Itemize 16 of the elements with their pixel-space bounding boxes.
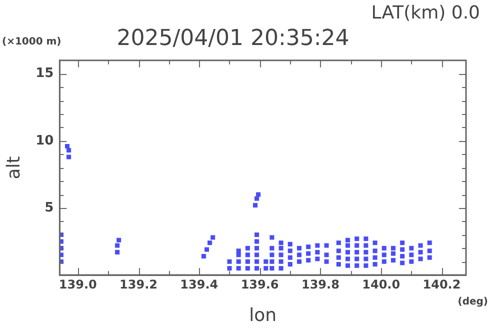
y-tick-label: 15 [36,66,54,82]
x-tick-label: 139.8 [301,277,340,292]
text: (×1000 m) [2,36,62,48]
y-axis-title: alt [3,156,24,180]
x-tick-label: 139.4 [180,277,218,292]
x-axis-title: lon [249,304,277,326]
x-tick-label: 140.0 [362,277,400,292]
chart-title: 2025/04/01 20:35:24 [116,26,350,51]
x-tick-label: 139.0 [58,277,97,292]
x-tick-label: 140.2 [422,277,461,292]
y-tick-label: 5 [44,200,54,216]
y-tick-label: 10 [36,133,54,148]
x-tick-label: 139.2 [120,277,158,292]
text: (deg) [458,296,488,308]
x-tick-label: 139.6 [240,277,279,292]
text: LAT(km) 0.0 [371,2,480,24]
